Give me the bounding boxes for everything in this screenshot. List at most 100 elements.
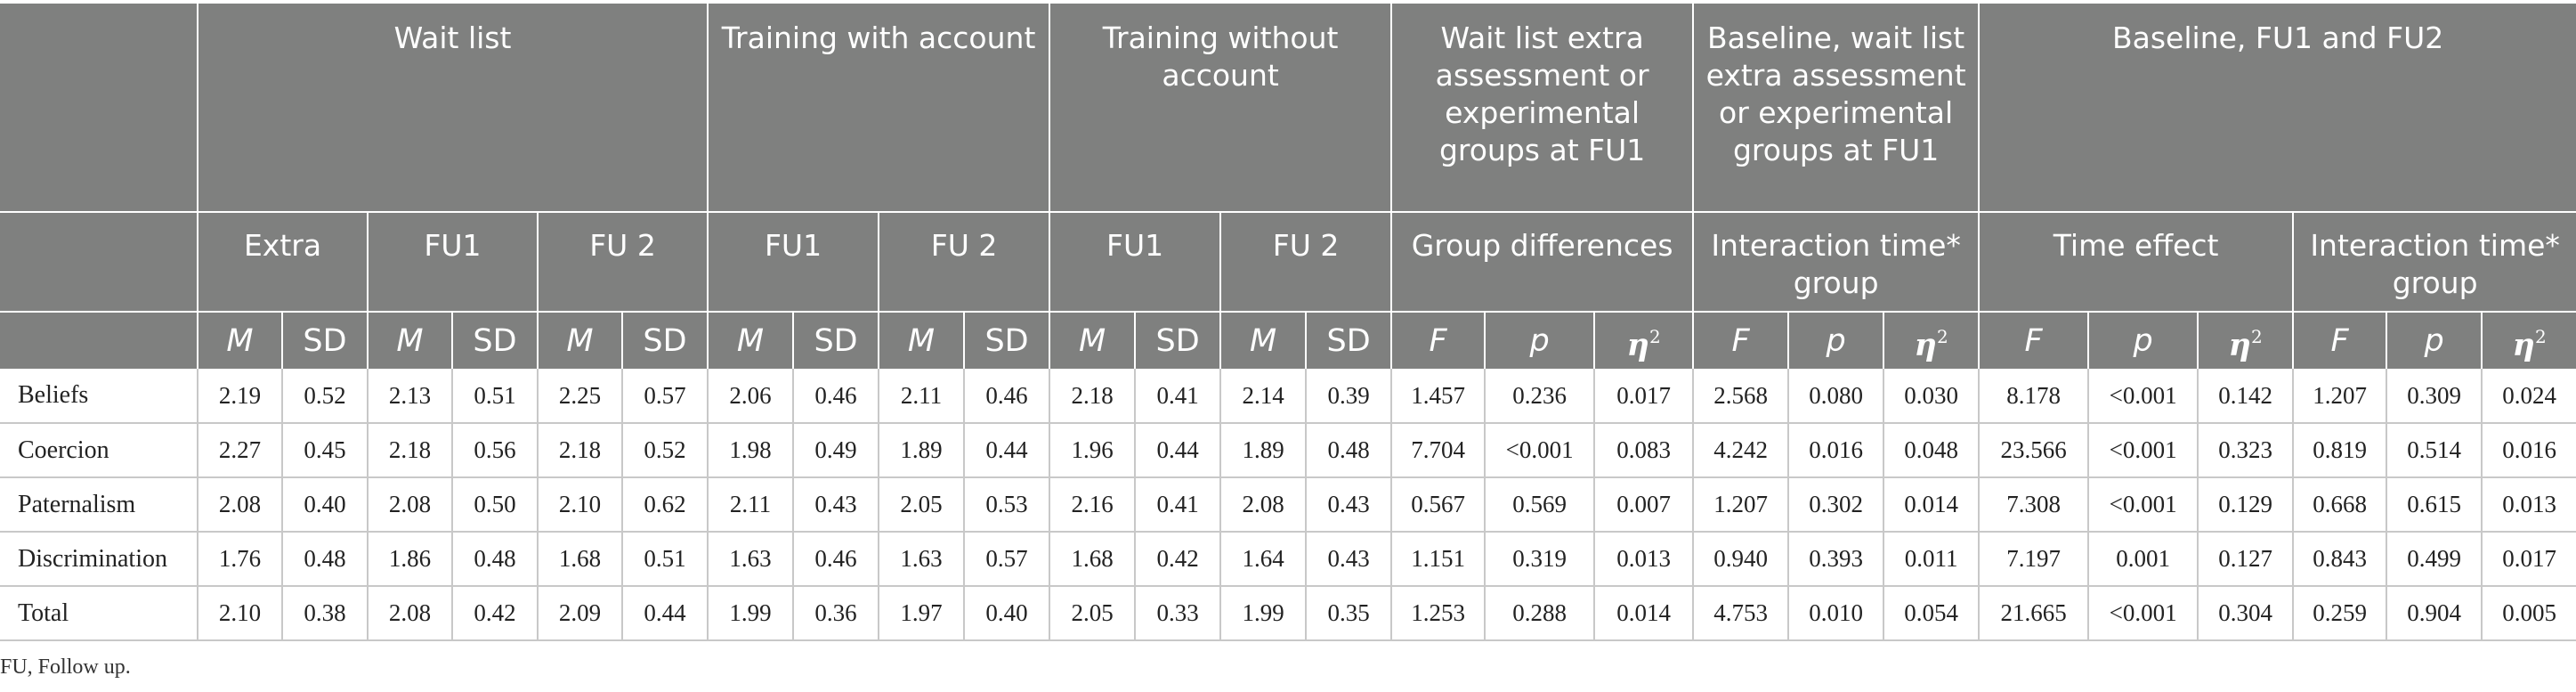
table-cell: 2.11 bbox=[708, 477, 795, 533]
table-cell: 2.11 bbox=[879, 369, 966, 424]
stat-header-11: M bbox=[1049, 312, 1137, 369]
group-header-row: Wait list Training with account Training w… bbox=[0, 4, 2576, 213]
stat-label: M bbox=[1078, 322, 1106, 359]
table-cell: 0.017 bbox=[1594, 369, 1695, 424]
table-cell: 0.39 bbox=[1306, 369, 1393, 424]
table-row: Beliefs 2.19 0.52 2.13 0.51 2.25 0.57 2.06 0.46 2… bbox=[0, 369, 2576, 424]
stat-label: SD bbox=[984, 322, 1029, 359]
table-cell: 0.49 bbox=[793, 423, 880, 478]
table-cell: 2.08 bbox=[368, 477, 453, 533]
table-cell: 0.44 bbox=[1135, 423, 1222, 478]
table-cell: 0.259 bbox=[2293, 586, 2388, 641]
table-cell: 1.207 bbox=[2293, 369, 2388, 424]
table-cell: 1.68 bbox=[1049, 532, 1137, 587]
stat-label: F bbox=[1429, 322, 1447, 359]
group-header-0 bbox=[0, 4, 198, 213]
table-cell: 4.753 bbox=[1693, 586, 1790, 641]
table-cell: 0.46 bbox=[793, 532, 880, 587]
row-label: Coercion bbox=[0, 423, 198, 478]
table-cell: 0.017 bbox=[2482, 532, 2576, 587]
table-cell: 0.52 bbox=[282, 369, 369, 424]
subgroup-header-7: FU 2 bbox=[1220, 212, 1393, 313]
table-cell: 0.011 bbox=[1883, 532, 1981, 587]
stat-header-20: η2 bbox=[1883, 312, 1981, 369]
table-cell: 0.024 bbox=[2482, 369, 2576, 424]
table-cell: 0.083 bbox=[1594, 423, 1695, 478]
table-cell: 1.68 bbox=[538, 532, 623, 587]
table-cell: 1.63 bbox=[879, 532, 966, 587]
table-cell: 0.323 bbox=[2198, 423, 2295, 478]
stat-label: SD bbox=[1155, 322, 1200, 359]
table-row: Paternalism 2.08 0.40 2.08 0.50 2.10 0.62 2.11 0… bbox=[0, 477, 2576, 533]
subgroup-header-8: Group differences bbox=[1391, 212, 1695, 313]
table-cell: 2.14 bbox=[1220, 369, 1308, 424]
table-cell: 2.18 bbox=[1049, 369, 1137, 424]
table-cell: 0.57 bbox=[622, 369, 709, 424]
stat-header-13: M bbox=[1220, 312, 1308, 369]
table-cell: 0.45 bbox=[282, 423, 369, 478]
table-cell: 1.86 bbox=[368, 532, 453, 587]
table-cell: 0.499 bbox=[2386, 532, 2483, 587]
table-cell: 2.568 bbox=[1693, 369, 1790, 424]
table-cell: 2.19 bbox=[198, 369, 283, 424]
subgroup-header-row: Extra FU1 FU 2 FU1 FU 2 FU1 FU 2 Group differen… bbox=[0, 212, 2576, 313]
stat-header-8: SD bbox=[793, 312, 880, 369]
table-cell: 0.56 bbox=[452, 423, 539, 478]
stat-label: SD bbox=[1326, 322, 1371, 359]
subgroup-header-1: Extra bbox=[198, 212, 369, 313]
table-cell: <0.001 bbox=[2088, 586, 2199, 641]
stat-header-0 bbox=[0, 312, 198, 369]
table-cell: 0.569 bbox=[1485, 477, 1596, 533]
stat-header-18: F bbox=[1693, 312, 1790, 369]
stat-header-1: M bbox=[198, 312, 283, 369]
stat-header-16: p bbox=[1485, 312, 1596, 369]
table-cell: 0.940 bbox=[1693, 532, 1790, 587]
table-cell: 23.566 bbox=[1979, 423, 2090, 478]
stat-header-12: SD bbox=[1135, 312, 1222, 369]
table-cell: 2.18 bbox=[368, 423, 453, 478]
stat-header-24: F bbox=[2293, 312, 2388, 369]
table-cell: 4.242 bbox=[1693, 423, 1790, 478]
table-cell: 2.06 bbox=[708, 369, 795, 424]
results-table: Wait list Training with account Training w… bbox=[0, 4, 2576, 641]
table-cell: 0.819 bbox=[2293, 423, 2388, 478]
table-cell: 2.09 bbox=[538, 586, 623, 641]
table-cell: 0.46 bbox=[964, 369, 1051, 424]
table-cell: 1.89 bbox=[879, 423, 966, 478]
stat-superscript: 2 bbox=[1936, 325, 1948, 347]
table-row: Coercion 2.27 0.45 2.18 0.56 2.18 0.52 1.98 0.49… bbox=[0, 423, 2576, 478]
group-header-3: Training without account bbox=[1049, 4, 1393, 213]
table-cell: 2.05 bbox=[879, 477, 966, 533]
row-label: Discrimination bbox=[0, 532, 198, 587]
table-cell: 0.35 bbox=[1306, 586, 1393, 641]
table-cell: 0.010 bbox=[1788, 586, 1885, 641]
table-cell: 0.304 bbox=[2198, 586, 2295, 641]
table-row: Discrimination 1.76 0.48 1.86 0.48 1.68 0.51 1.… bbox=[0, 532, 2576, 587]
stat-label: η bbox=[1626, 326, 1649, 363]
stat-header-15: F bbox=[1391, 312, 1486, 369]
stat-label: SD bbox=[643, 322, 687, 359]
table-cell: 0.030 bbox=[1883, 369, 1981, 424]
stat-label: p bbox=[2424, 322, 2444, 359]
table-cell: 0.514 bbox=[2386, 423, 2483, 478]
table-cell: 2.08 bbox=[198, 477, 283, 533]
table-cell: 0.62 bbox=[622, 477, 709, 533]
table-cell: 0.48 bbox=[1306, 423, 1393, 478]
subgroup-header-10: Time effect bbox=[1979, 212, 2295, 313]
table-cell: 0.080 bbox=[1788, 369, 1885, 424]
stat-header-6: SD bbox=[622, 312, 709, 369]
stat-header-21: F bbox=[1979, 312, 2090, 369]
table-cell: 0.319 bbox=[1485, 532, 1596, 587]
stat-label: SD bbox=[473, 322, 517, 359]
stat-header-25: p bbox=[2386, 312, 2483, 369]
table-cell: 0.50 bbox=[452, 477, 539, 533]
table-cell: 0.42 bbox=[452, 586, 539, 641]
table-cell: 0.001 bbox=[2088, 532, 2199, 587]
table-cell: 0.014 bbox=[1883, 477, 1981, 533]
table-cell: 0.309 bbox=[2386, 369, 2483, 424]
stat-label: p bbox=[1826, 322, 1846, 359]
table-cell: 7.308 bbox=[1979, 477, 2090, 533]
table-cell: 0.843 bbox=[2293, 532, 2388, 587]
subgroup-header-2: FU1 bbox=[368, 212, 539, 313]
table-cell: 1.63 bbox=[708, 532, 795, 587]
